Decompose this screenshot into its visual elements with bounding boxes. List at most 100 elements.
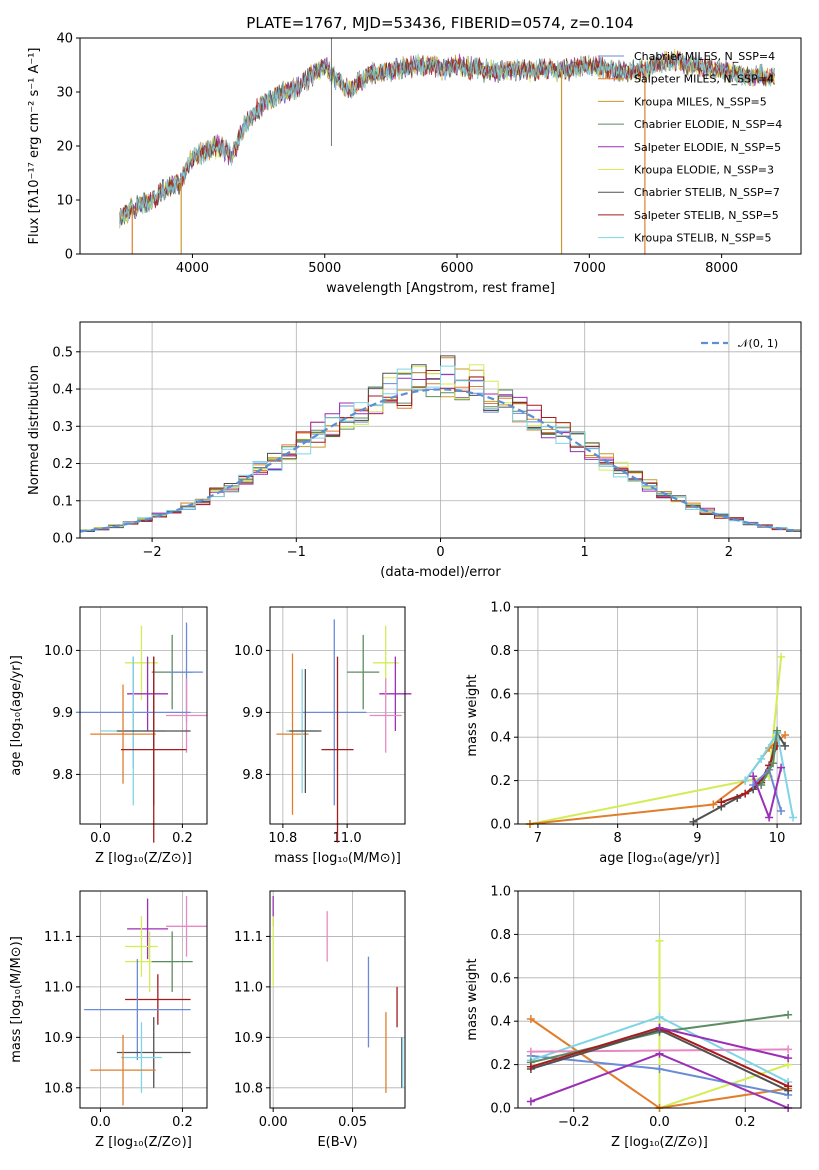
axes-frame (269, 890, 406, 1109)
weight-marker (757, 780, 766, 789)
weight-marker (773, 726, 782, 735)
weight-marker (781, 731, 790, 740)
weight-marker (784, 1082, 793, 1091)
weight-marker (789, 813, 798, 822)
x-tick-label: 6000 (440, 261, 473, 276)
x-axis-label: wavelength [Angstrom, rest frame] (326, 281, 555, 296)
x-axis-label: Z [log₁₀(Z/Z⊙)] (95, 1135, 192, 1150)
y-tick-label: 0.5 (52, 345, 73, 360)
weight-marker (777, 806, 786, 815)
y-axis-label: Normed distribution (27, 365, 42, 495)
x-tick-label: 10.8 (268, 831, 297, 846)
legend-label: Chabrier ELODIE, N_SSP=4 (634, 118, 782, 131)
y-tick-label: 0.0 (52, 532, 73, 547)
y-tick-label: 0.0 (490, 818, 511, 833)
weight-marker (709, 800, 718, 809)
weight-marker (526, 1047, 535, 1056)
weight-marker (784, 1045, 793, 1054)
legend-label: Salpeter ELODIE, N_SSP=5 (634, 141, 781, 154)
y-tick-label: 0.4 (490, 1015, 511, 1030)
normal-curve (80, 388, 799, 533)
y-tick-label: 0.6 (490, 971, 511, 986)
weight-marker (689, 817, 698, 826)
y-tick-label: 9.9 (52, 706, 73, 721)
y-tick-label: 0.4 (490, 731, 511, 746)
y-tick-label: 0.6 (490, 687, 511, 702)
y-tick-label: 10.8 (44, 1081, 73, 1096)
x-tick-label: 9 (693, 831, 701, 846)
y-tick-label: 10 (56, 194, 73, 209)
y-tick-label: 10.0 (234, 644, 263, 659)
x-axis-label: mass [log₁₀(M/M⊙)] (274, 851, 401, 866)
weight-marker (784, 1054, 793, 1063)
legend-label: Kroupa ELODIE, N_SSP=3 (634, 164, 774, 177)
weight-marker (757, 754, 766, 763)
y-tick-label: 0.1 (52, 494, 73, 509)
x-tick-label: 0.00 (259, 1115, 288, 1130)
x-tick-label: 2 (725, 545, 733, 560)
weight-line (659, 1026, 789, 1060)
weight-marker (526, 1062, 535, 1071)
weight-line (530, 1048, 789, 1053)
y-tick-label: 40 (56, 32, 73, 47)
weight-marker (777, 652, 786, 661)
weight-marker (717, 798, 726, 807)
y-tick-label: 0.3 (52, 420, 73, 435)
x-tick-label: 5000 (308, 261, 341, 276)
y-tick-label: 11.0 (44, 980, 73, 995)
y-tick-label: 9.8 (52, 768, 73, 783)
y-tick-label: 9.8 (242, 768, 263, 783)
spectrum-line-salpeter-stelib (119, 50, 775, 224)
y-tick-label: 0.4 (52, 383, 73, 398)
spectrum-lines (119, 38, 775, 254)
y-tick-label: 10.0 (44, 644, 73, 659)
weight-marker (655, 1023, 664, 1032)
y-tick-label: 30 (56, 86, 73, 101)
weight-marker (769, 759, 778, 768)
y-tick-label: 0.0 (490, 1102, 511, 1117)
y-tick-label: 0.2 (52, 457, 73, 472)
x-tick-label: 8000 (705, 261, 738, 276)
histogram-kroupa-stelib (80, 365, 801, 534)
x-tick-label: 1 (581, 545, 589, 560)
x-tick-label: 11.0 (333, 831, 362, 846)
axes-frame (79, 37, 802, 255)
x-axis-label: Z [log₁₀(Z/Z⊙)] (611, 1135, 708, 1150)
legend-label: Salpeter STELIB, N_SSP=5 (634, 209, 779, 222)
weight-line (529, 656, 783, 825)
y-axis-label: Flux [fλ10⁻¹⁷ erg cm⁻² s⁻¹ A⁻¹] (27, 48, 42, 245)
legend-label: Kroupa MILES, N_SSP=5 (634, 95, 767, 108)
weight-marker (526, 1015, 535, 1024)
x-tick-label: 0.0 (90, 831, 111, 846)
y-tick-label: 1.0 (490, 885, 511, 900)
weight-line (744, 730, 794, 818)
legend-label: Kroupa STELIB, N_SSP=5 (634, 232, 772, 245)
legend-label: Chabrier STELIB, N_SSP=7 (634, 186, 780, 199)
weight-marker (765, 813, 774, 822)
weight-marker (655, 936, 664, 945)
y-tick-label: 10.9 (44, 1031, 73, 1046)
histograms (80, 355, 801, 534)
weight-marker (741, 789, 750, 798)
x-tick-label: 7000 (573, 261, 606, 276)
weight-marker (741, 776, 750, 785)
axes-frame (517, 606, 802, 825)
x-tick-label: −2 (143, 545, 162, 560)
x-tick-label: −1 (287, 545, 306, 560)
x-tick-label: 4000 (176, 261, 209, 276)
y-tick-label: 10.9 (234, 1031, 263, 1046)
y-tick-label: 11.1 (234, 930, 263, 945)
y-tick-label: 0 (65, 248, 73, 263)
y-axis-label: mass [log₁₀(M/M⊙)] (9, 936, 24, 1063)
weight-marker (749, 772, 758, 781)
y-tick-label: 10.8 (234, 1081, 263, 1096)
x-axis-label: age [log₁₀(age/yr)] (599, 851, 720, 866)
chart-title: PLATE=1767, MJD=53436, FIBERID=0574, z=0… (246, 14, 633, 32)
y-tick-label: 0.2 (490, 1058, 511, 1073)
weight-marker (777, 763, 786, 772)
axes-frame (269, 606, 406, 825)
x-tick-label: 0.2 (172, 1115, 193, 1130)
legend-label: Salpeter MILES, N_SSP=4 (634, 73, 774, 86)
weight-marker (784, 1010, 793, 1019)
y-tick-label: 11.1 (44, 930, 73, 945)
